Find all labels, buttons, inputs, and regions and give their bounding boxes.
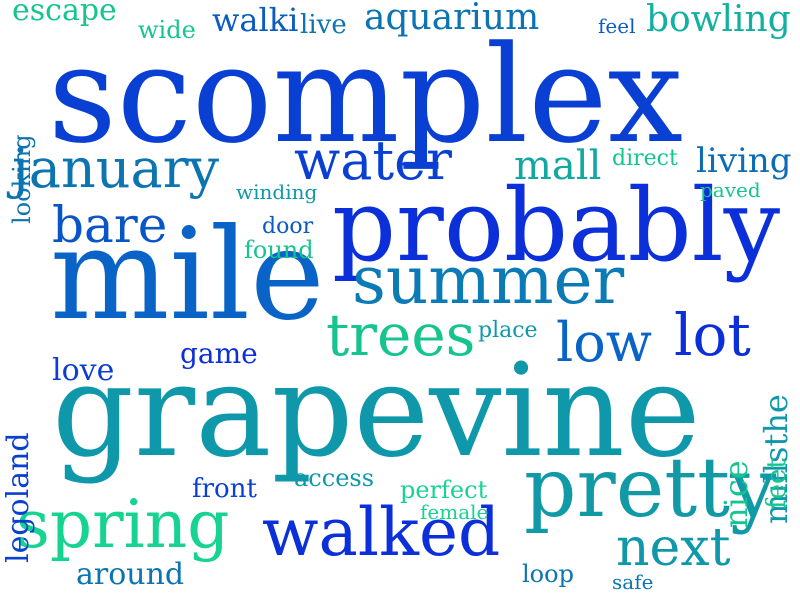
word-safe: safe [612, 570, 654, 594]
word-trees: trees [326, 301, 476, 369]
word-probably: probably [332, 167, 781, 284]
word-looking: looking [8, 134, 36, 224]
word-direct: direct [612, 146, 678, 171]
word-game: game [180, 337, 258, 370]
word-live: live [300, 10, 347, 40]
word-perfect: perfect [400, 476, 488, 504]
word-january: january [12, 137, 220, 200]
word-access: access [294, 464, 375, 492]
word-water: water [294, 129, 452, 192]
word-scomplex: scomplex [48, 17, 684, 173]
word-place: place [478, 318, 538, 343]
word-low: low [556, 311, 653, 374]
word-nice: nice [717, 460, 755, 528]
word-next: next [616, 518, 731, 578]
word-spring: spring [16, 486, 230, 563]
word-bare: bare [52, 196, 168, 254]
word-winding: winding [236, 180, 318, 204]
word-summer: summer [352, 242, 625, 319]
word-lot: lot [674, 301, 751, 369]
word-mile: mile [50, 201, 325, 348]
word-love: love [52, 353, 115, 388]
word-female: female [420, 500, 489, 524]
word-pretty: pretty [524, 441, 777, 536]
word-walked: walked [262, 494, 501, 571]
word-paved: paved [700, 178, 761, 202]
word-grapevine: grapevine [52, 337, 701, 486]
word-loop: loop [522, 560, 574, 588]
word-living: living [696, 141, 792, 181]
word-bowling: bowling [646, 0, 791, 40]
word-found: found [244, 236, 314, 264]
word-aquarium: aquarium [364, 0, 540, 38]
word-wide: wide [138, 16, 196, 44]
word-escape: escape [12, 0, 117, 28]
word-feel: feel [598, 14, 636, 38]
word-around: around [76, 557, 185, 592]
word-legoland: legoland [1, 432, 36, 563]
word-door: door [262, 214, 314, 239]
word-walki: walki [212, 1, 299, 39]
word-front: front [192, 474, 257, 504]
word-feet: feet [762, 458, 792, 509]
word-mall: mall [514, 143, 602, 189]
